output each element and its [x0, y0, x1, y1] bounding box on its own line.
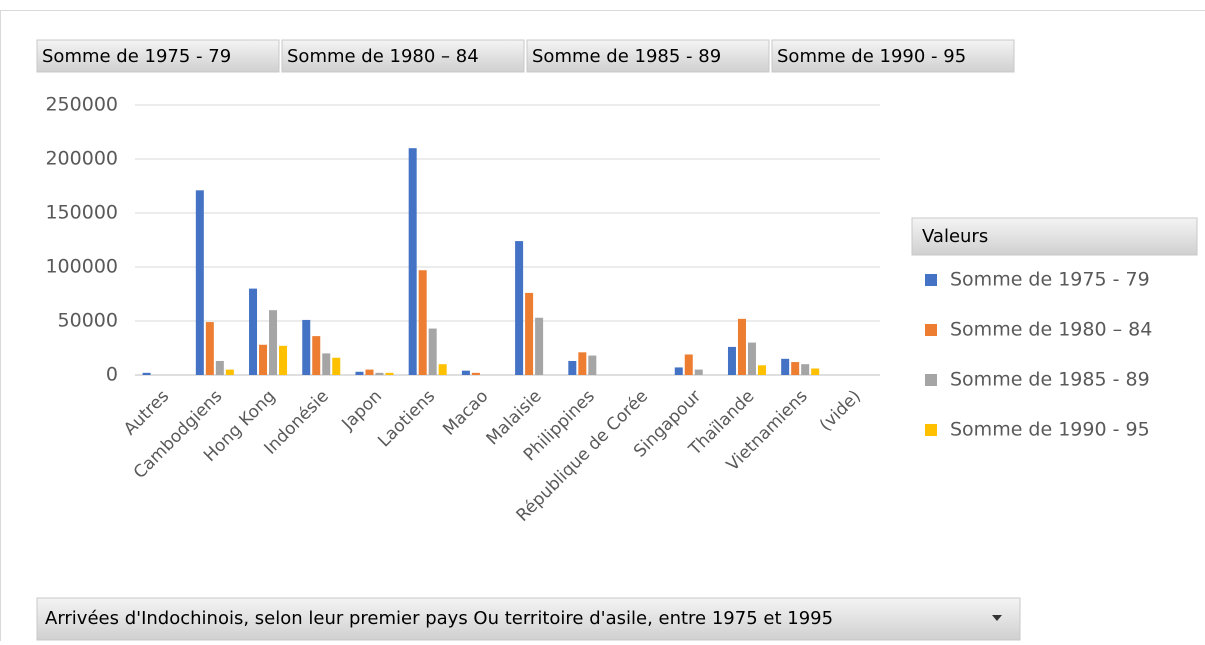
bar: [332, 358, 340, 375]
bar: [578, 352, 586, 375]
legend-label: Somme de 1990 - 95: [950, 419, 1150, 441]
legend-label: Somme de 1975 - 79: [950, 269, 1150, 291]
bar: [472, 373, 480, 375]
y-tick-label: 150000: [45, 202, 118, 224]
bar: [429, 329, 437, 375]
y-tick-label: 100000: [45, 256, 118, 278]
bar: [249, 289, 257, 375]
bar: [312, 336, 320, 375]
bar: [748, 343, 756, 375]
bar: [675, 367, 683, 375]
bar: [525, 293, 533, 375]
bar: [781, 359, 789, 375]
y-tick-label: 250000: [45, 94, 118, 116]
legend-swatch: [925, 374, 937, 386]
value-field-label: Somme de 1985 - 89: [532, 46, 721, 67]
bar: [728, 347, 736, 375]
value-field-label: Somme de 1975 - 79: [42, 46, 231, 67]
bar: [791, 362, 799, 375]
y-tick-label: 0: [106, 364, 118, 386]
legend-swatch: [925, 274, 937, 286]
bar: [143, 373, 151, 375]
bar: [439, 364, 447, 375]
bar: [685, 354, 693, 375]
axis-field-label: Arrivées d'Indochinois, selon leur premi…: [45, 608, 833, 629]
bar: [365, 370, 373, 375]
bar: [409, 148, 417, 375]
bar: [801, 364, 809, 375]
legend-title: Valeurs: [922, 226, 988, 247]
bar: [758, 365, 766, 375]
value-field-label: Somme de 1990 - 95: [777, 46, 966, 67]
bar: [738, 319, 746, 375]
legend-label: Somme de 1985 - 89: [950, 369, 1150, 391]
bar: [535, 318, 543, 375]
bar: [695, 370, 703, 375]
bar: [515, 241, 523, 375]
bar: [811, 369, 819, 375]
bar: [279, 346, 287, 375]
bar: [259, 345, 267, 375]
bar: [206, 322, 214, 375]
y-tick-label: 200000: [45, 148, 118, 170]
bar: [588, 356, 596, 375]
bar: [302, 320, 310, 375]
bar: [269, 310, 277, 375]
bar: [322, 353, 330, 375]
bar: [419, 270, 427, 375]
bar: [385, 373, 393, 375]
bar: [196, 190, 204, 375]
bar: [375, 373, 383, 375]
bar: [568, 361, 576, 375]
legend-swatch: [925, 324, 937, 336]
legend-swatch: [925, 424, 937, 436]
bar: [355, 372, 363, 375]
bar: [226, 370, 234, 375]
value-field-label: Somme de 1980 – 84: [287, 46, 479, 67]
bar: [216, 361, 224, 375]
y-tick-label: 50000: [58, 310, 118, 332]
legend-label: Somme de 1980 – 84: [950, 319, 1152, 341]
bar: [462, 371, 470, 375]
